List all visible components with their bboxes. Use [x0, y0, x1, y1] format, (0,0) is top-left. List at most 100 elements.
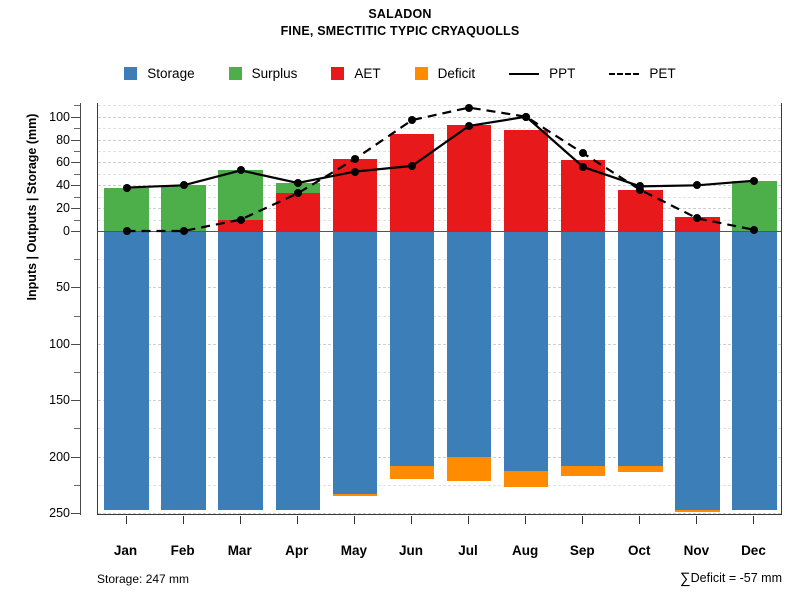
ppt-point-jan	[122, 183, 131, 192]
x-tick	[696, 516, 698, 524]
y-axis-title: Inputs | Outputs | Storage (mm)	[25, 113, 39, 301]
x-tick-label-jan: Jan	[113, 543, 138, 558]
bar-upper-jan	[104, 187, 149, 231]
y-tick-label: 100	[49, 109, 70, 124]
bar-lower-aug	[503, 231, 549, 472]
y-tick	[71, 287, 80, 289]
legend-item-storage[interactable]: Storage	[124, 66, 228, 81]
ppt-point-mar	[236, 166, 245, 175]
gridline	[98, 287, 781, 289]
ppt-point-oct	[636, 182, 645, 191]
bar-lower-sep	[560, 231, 606, 466]
x-tick-label-sep: Sep	[569, 543, 595, 558]
bar-lower-dec	[732, 231, 777, 510]
pet-point-jun	[407, 116, 416, 125]
aet-segment	[389, 133, 435, 231]
x-tick-label-dec: Dec	[741, 543, 766, 558]
gridline	[98, 456, 781, 458]
legend-label-pet: PET	[649, 66, 676, 81]
gridline	[98, 208, 781, 210]
legend-item-aet[interactable]: AET	[331, 66, 414, 81]
gridline	[98, 173, 781, 175]
y-tick	[71, 162, 80, 164]
chart-title-secondary: FINE, SMECTITIC TYPIC CRYAQUOLLS	[280, 24, 520, 38]
y-tick-label: 60	[56, 155, 70, 170]
legend-line-ppt-icon	[509, 72, 540, 75]
gridline	[98, 116, 781, 118]
x-tick-label-apr: Apr	[285, 543, 309, 558]
legend-label-ppt: PPT	[549, 66, 576, 81]
x-tick	[353, 516, 355, 524]
x-tick-label-oct: Oct	[628, 543, 651, 558]
y-axis-labels: 0 20 40 60 80 100 50 100 150 200 250	[22, 0, 70, 600]
pet-point-mar	[236, 215, 245, 224]
pet-point-nov	[693, 214, 702, 223]
chart-legend: Storage Surplus AET Deficit PPT PET	[0, 66, 800, 81]
x-tick	[182, 516, 184, 524]
x-tick-label-jun: Jun	[398, 543, 423, 558]
gridline	[98, 428, 781, 430]
y-tick	[74, 105, 80, 107]
x-tick	[410, 516, 412, 524]
bar-lower-mar	[218, 231, 263, 510]
y-tick	[71, 343, 80, 345]
y-tick	[74, 315, 80, 317]
x-tick	[239, 516, 241, 524]
y-tick-label: 80	[56, 132, 70, 147]
chart-title-block: SALADON FINE, SMECTITIC TYPIC CRYAQUOLLS	[0, 6, 800, 40]
deficit-bar-may	[332, 493, 378, 497]
ppt-point-may	[350, 167, 359, 176]
deficit-bar-nov	[675, 509, 720, 512]
legend-label-aet: AET	[354, 66, 381, 81]
legend-item-deficit[interactable]: Deficit	[414, 66, 510, 81]
bar-upper-nov	[675, 217, 720, 231]
gridline	[98, 372, 781, 373]
legend-item-pet[interactable]: PET	[609, 66, 676, 81]
x-tick-label-aug: Aug	[512, 543, 539, 558]
y-tick	[74, 173, 80, 175]
ppt-point-apr	[293, 179, 302, 187]
bar-upper-jul	[446, 124, 492, 231]
x-tick	[468, 516, 470, 524]
y-tick-label: 20	[56, 201, 70, 216]
pet-point-may	[350, 155, 359, 163]
x-tick	[296, 516, 298, 524]
zero-baseline	[98, 231, 781, 232]
legend-item-surplus[interactable]: Surplus	[228, 66, 332, 81]
bar-lower-jun	[389, 231, 435, 466]
pet-point-sep	[579, 149, 588, 158]
y-tick	[71, 208, 80, 210]
storage-note: Storage: 247 mm	[97, 572, 190, 586]
ppt-point-aug	[522, 112, 531, 121]
x-tick	[639, 516, 641, 524]
y-tick	[74, 196, 80, 198]
aet-segment	[503, 130, 549, 231]
x-tick	[125, 516, 127, 524]
gridline	[98, 139, 781, 141]
legend-swatch-storage-icon	[124, 67, 138, 80]
ppt-point-feb	[179, 181, 188, 190]
x-tick-label-jul: Jul	[458, 543, 478, 558]
pet-point-jan	[122, 227, 131, 235]
legend-label-storage: Storage	[147, 66, 195, 81]
legend-item-ppt[interactable]: PPT	[509, 66, 609, 81]
y-tick	[74, 219, 80, 221]
surplus-segment	[732, 180, 777, 231]
y-tick-label: 0	[63, 224, 70, 238]
x-tick	[525, 516, 527, 524]
bar-upper-mar	[218, 170, 263, 231]
y-tick	[74, 128, 80, 130]
y-tick	[71, 139, 80, 141]
aet-segment	[275, 193, 321, 231]
gridline	[98, 219, 781, 221]
gridline	[98, 315, 781, 317]
x-tick-label-mar: Mar	[227, 543, 252, 558]
legend-swatch-surplus-icon	[228, 67, 242, 80]
x-tick	[582, 516, 584, 524]
y-tick-label: 250	[49, 506, 70, 520]
deficit-bar-jul	[446, 456, 492, 482]
y-tick	[74, 259, 80, 261]
pet-point-dec	[750, 225, 759, 234]
gridline	[98, 484, 781, 486]
